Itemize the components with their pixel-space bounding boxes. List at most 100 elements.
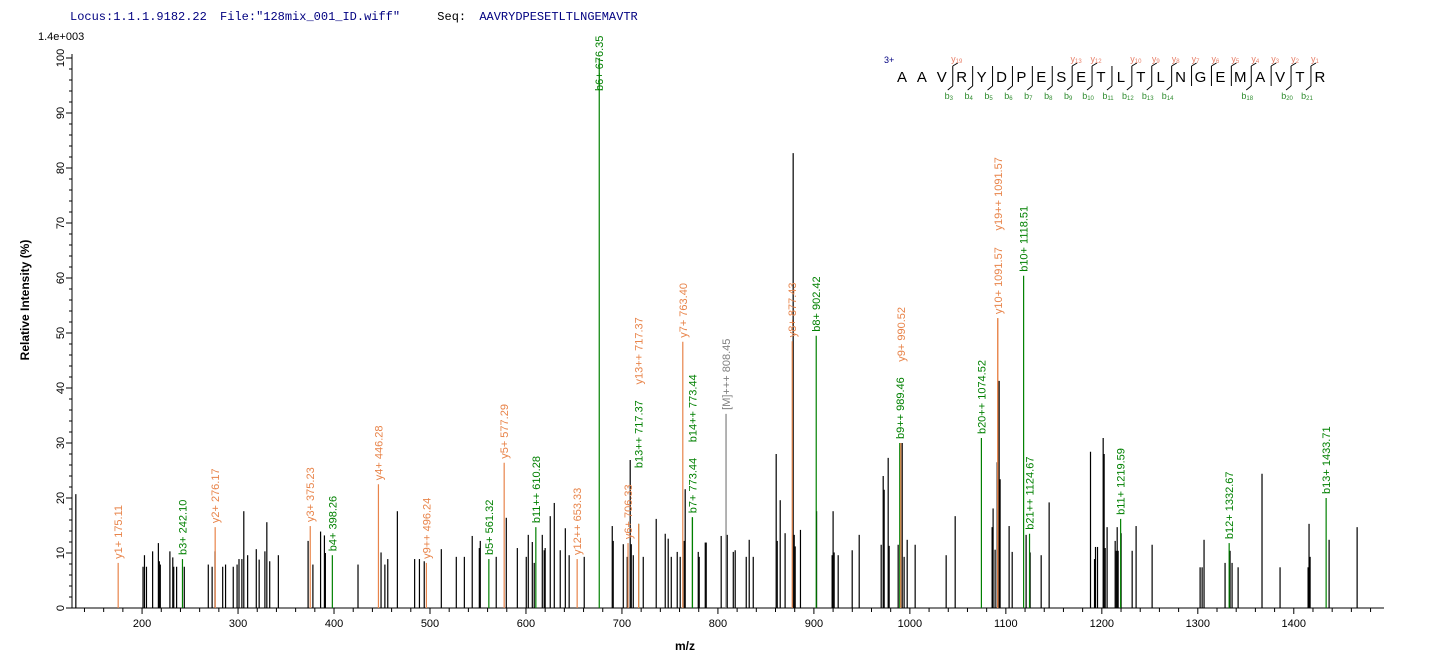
sequence-panel: 3+A A V R Y D P E S E T L T L N G E M A V T Rb3 b4 b5 b6 b7 b8 b9 b1… [884,54,1325,102]
peaks [75,153,1358,608]
b-ion-label: b20 [1281,91,1293,102]
peak-label: y4+ 446.28 [373,426,385,481]
y-tick-label: 70 [55,217,67,229]
b-ion-label: b8 [1044,91,1053,102]
y-ion-prefix: y [1231,54,1236,64]
b-ion-number: 13 [1147,96,1154,102]
y-tick-label: 100 [55,49,67,67]
cleavage-marker [1106,66,1113,91]
peak-label: y13++ 717.37 [634,317,646,384]
y-ion-prefix: y [1311,54,1316,64]
b-ion-label: b9 [1064,91,1073,102]
b-ion-prefix: b [1024,91,1029,101]
cleavage-marker [1046,66,1053,91]
residue: R [1314,69,1325,86]
peak-label: y9+ 990.52 [896,307,908,362]
b-ion-prefix: b [1281,91,1286,101]
b-ion-prefix: b [1102,91,1107,101]
y-tick-label: 40 [55,382,67,394]
x-tick-label: 1000 [898,618,922,630]
y-ion-label: y10 [1130,54,1142,65]
locus-label: Locus: [70,10,113,24]
x-tick-label: 500 [421,618,439,630]
x-tick-label: 300 [229,618,247,630]
peak-label: [M]+++ 808.45 [721,339,733,410]
peak-label: b11++ 610.28 [531,456,543,523]
y-axis-title: Relative Intensity (%) [18,240,32,361]
peak-label: y7+ 763.40 [678,283,690,338]
y-ion-label: y13 [1071,54,1083,65]
y-ion-prefix: y [1071,54,1076,64]
b-ion-prefix: b [1122,91,1127,101]
axes: 200 300 400 500 600 700 800 900 1000 1100 1200 1300… [55,49,1384,630]
residue: R [956,69,967,86]
y-ion-label: y2 [1291,54,1300,65]
y-ion-prefix: y [1291,54,1296,64]
residue: E [1036,69,1046,86]
b-ion-number: 20 [1286,96,1293,102]
peak-label: b13+ 1433.71 [1321,426,1333,494]
y-ion-number: 7 [1196,59,1200,65]
residue: G [1195,69,1207,86]
peak-label: b21++ 1124.67 [1025,457,1037,530]
x-tick-label: 1300 [1186,618,1210,630]
peak-label: b12+ 1332.67 [1224,471,1236,539]
x-tick-label: 1400 [1282,618,1306,630]
seq-label: Seq: [437,10,466,24]
x-tick-label: 1100 [994,618,1018,630]
y-ion-prefix: y [1130,54,1135,64]
cleavage-marker [1166,62,1177,91]
b-ion-label: b3 [945,91,954,102]
b-ion-number: 9 [1069,96,1073,102]
y-ion-number: 4 [1256,59,1260,65]
b-ion-prefix: b [1142,91,1147,101]
b-ion-label: b13 [1142,91,1154,102]
y-tick-label: 30 [55,437,67,449]
b-ion-number: 3 [950,96,954,102]
b-ion-prefix: b [964,91,969,101]
residue: D [996,69,1007,86]
peak-label: b11+ 1219.59 [1116,448,1128,515]
cleavage-marker [1027,66,1033,91]
residue: V [1275,69,1285,86]
y-ion-label: y6 [1212,54,1221,65]
b-ion-prefix: b [1064,91,1069,101]
y-ion-number: 8 [1176,59,1180,65]
y-ion-label: y1 [1311,54,1320,65]
file-value: "128mix_001_ID.wiff" [256,10,400,24]
peak-label: b10+ 1118.51 [1019,206,1031,272]
y-ion-label: y19 [951,54,963,65]
y-tick-label: 90 [55,107,67,119]
cleavage-marker [1086,62,1098,91]
y-ion-prefix: y [1152,54,1157,64]
residue: M [1234,69,1247,86]
peak-label: y1+ 175.11 [113,505,125,559]
peak-label: y5+ 577.29 [499,404,511,459]
residue: L [1157,69,1165,86]
b-ion-number: 18 [1246,96,1253,102]
y-tick-label: 10 [55,547,67,559]
peak-label: y19++ 1091.57 [993,157,1005,230]
x-tick-label: 900 [805,618,823,630]
header: Locus:1.1.1.9182.22 File:"128mix_001_ID.… [70,10,638,24]
peak-label: b6+ 676.35 [594,36,606,91]
residue: S [1056,69,1066,86]
y-ion-number: 13 [1075,59,1082,65]
y-ion-label: y12 [1090,54,1102,65]
b-ion-number: 12 [1127,96,1134,102]
b-ion-number: 11 [1107,96,1114,102]
y-ion-label: y4 [1251,54,1260,65]
b-ion-label: b14 [1162,91,1174,102]
residue: A [1255,69,1265,86]
peak-label: y3+ 375.23 [305,467,317,522]
b-ion-label: b5 [984,91,993,102]
peak-label: b13++ 717.37 [634,400,646,468]
peak-label: y10+ 1091.57 [993,247,1005,314]
y-ion-label: y9 [1152,54,1161,65]
y-ion-prefix: y [1251,54,1256,64]
peak-label: b7+ 773.44 [687,458,699,513]
residue: E [1076,69,1086,86]
cleavage-marker [1066,62,1078,91]
y-ion-number: 1 [1316,59,1320,65]
